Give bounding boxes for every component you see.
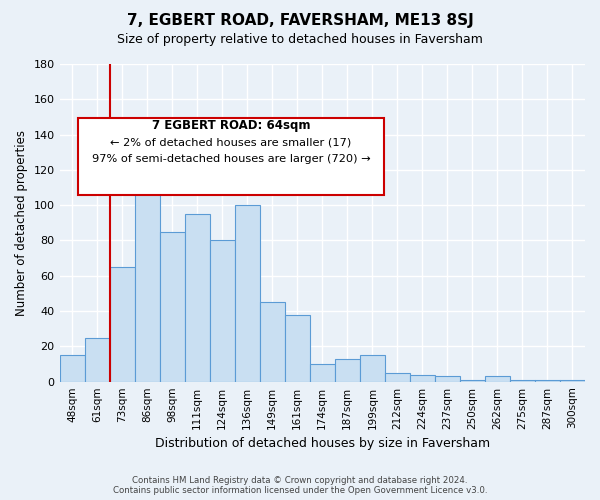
Bar <box>160 232 185 382</box>
Bar <box>260 302 285 382</box>
Bar <box>535 380 560 382</box>
Bar <box>134 126 160 382</box>
Y-axis label: Number of detached properties: Number of detached properties <box>15 130 28 316</box>
Bar <box>110 267 134 382</box>
Text: ← 2% of detached houses are smaller (17): ← 2% of detached houses are smaller (17) <box>110 138 352 147</box>
Bar <box>185 214 209 382</box>
Bar <box>435 376 460 382</box>
Text: Contains HM Land Registry data © Crown copyright and database right 2024.: Contains HM Land Registry data © Crown c… <box>132 476 468 485</box>
Bar <box>410 374 435 382</box>
Bar <box>85 338 110 382</box>
Bar <box>310 364 335 382</box>
Bar <box>235 205 260 382</box>
Bar <box>209 240 235 382</box>
Text: 7 EGBERT ROAD: 64sqm: 7 EGBERT ROAD: 64sqm <box>152 120 310 132</box>
X-axis label: Distribution of detached houses by size in Faversham: Distribution of detached houses by size … <box>155 437 490 450</box>
Bar <box>360 355 385 382</box>
Bar <box>335 358 360 382</box>
Text: 97% of semi-detached houses are larger (720) →: 97% of semi-detached houses are larger (… <box>92 154 370 164</box>
Bar <box>385 373 410 382</box>
Text: Size of property relative to detached houses in Faversham: Size of property relative to detached ho… <box>117 32 483 46</box>
Bar <box>560 380 585 382</box>
Bar <box>460 380 485 382</box>
Text: Contains public sector information licensed under the Open Government Licence v3: Contains public sector information licen… <box>113 486 487 495</box>
Bar <box>485 376 510 382</box>
Text: 7, EGBERT ROAD, FAVERSHAM, ME13 8SJ: 7, EGBERT ROAD, FAVERSHAM, ME13 8SJ <box>127 12 473 28</box>
Bar <box>59 355 85 382</box>
Bar <box>510 380 535 382</box>
Bar <box>285 314 310 382</box>
